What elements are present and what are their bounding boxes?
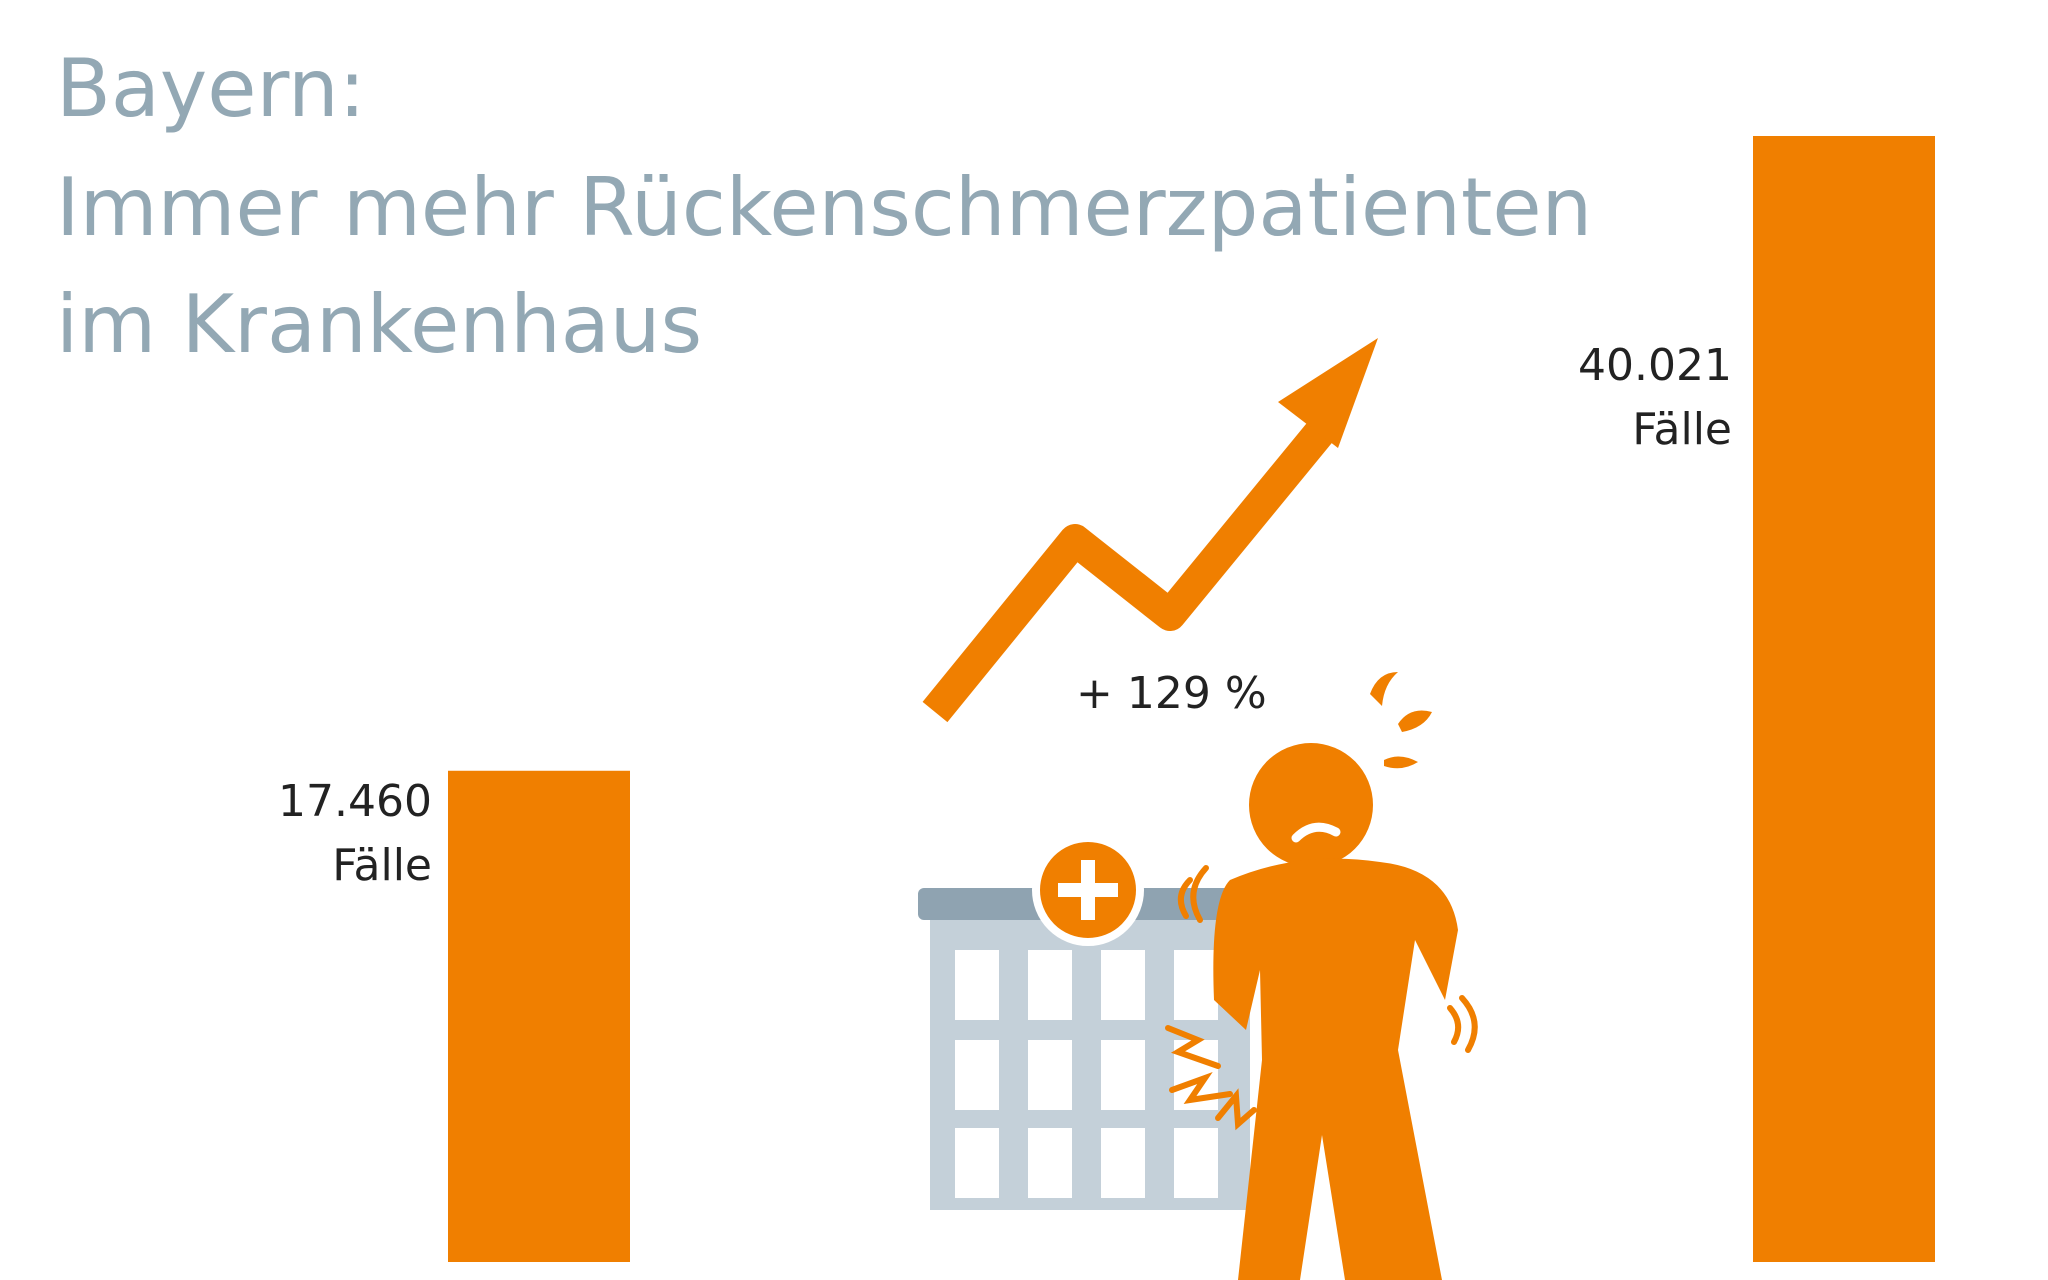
title-line-2: Immer mehr Rückenschmerzpatienten — [56, 161, 1592, 254]
trend-arrow-icon — [922, 338, 1378, 723]
bar-unit-label-late: Fälle — [1632, 404, 1732, 455]
title-line-3: im Krankenhaus — [56, 278, 702, 371]
bar-unit-label-early: Fälle — [332, 840, 432, 891]
bar-early — [448, 770, 630, 1262]
back-pain-person-icon — [1165, 672, 1478, 1280]
change-label: + 129 % — [1076, 668, 1267, 719]
hospital-icon — [918, 834, 1262, 1210]
bar-label-early: 17.460 Fälle — [278, 776, 432, 891]
bar-value-label-early: 17.460 — [278, 776, 432, 827]
chart-title: Bayern: Immer mehr Rückenschmerzpatiente… — [56, 42, 1592, 371]
bar-label-late: 40.021 Fälle — [1578, 340, 1732, 455]
bar-value-label-late: 40.021 — [1578, 340, 1732, 391]
title-line-1: Bayern: — [56, 42, 366, 135]
medical-cross-icon — [1032, 834, 1144, 946]
bar-late — [1753, 136, 1935, 1262]
